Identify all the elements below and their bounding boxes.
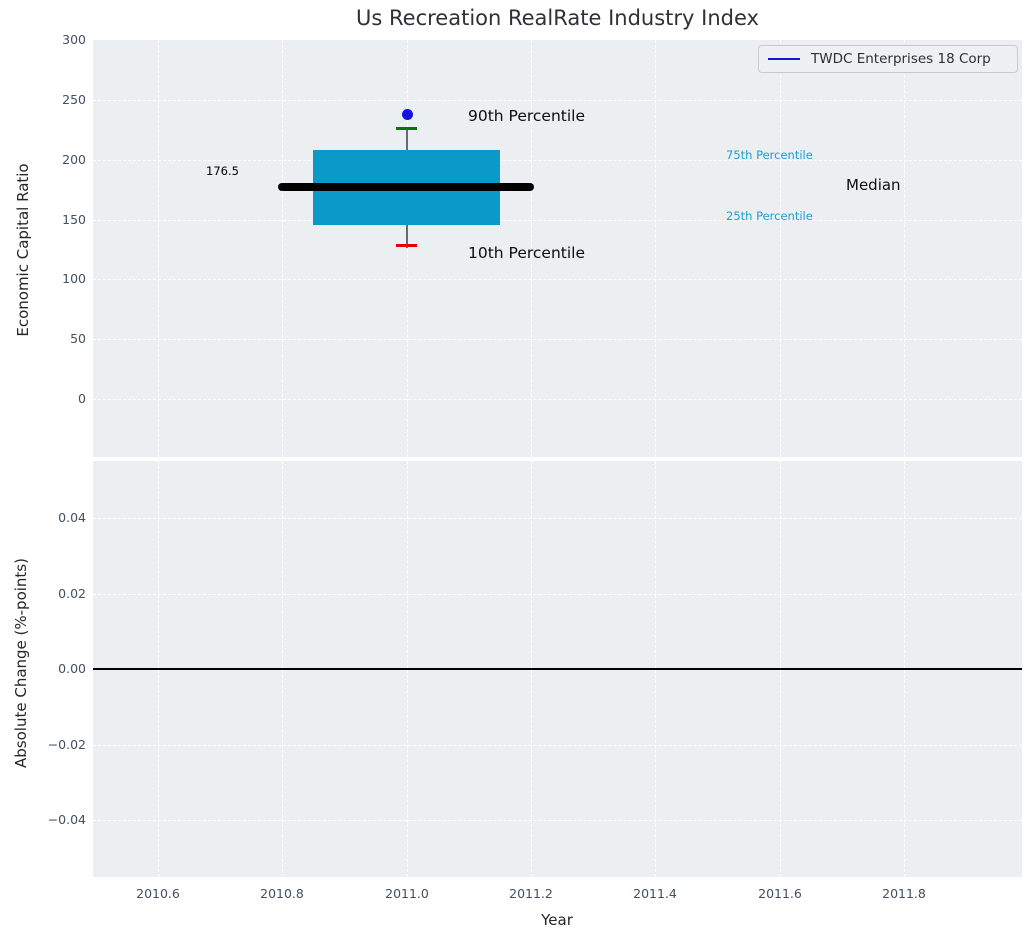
gridline-vertical	[655, 40, 656, 457]
ytick-top: 200	[62, 152, 86, 167]
ytick-top: 100	[62, 271, 86, 286]
zero-reference-line	[93, 668, 1022, 670]
gridline-horizontal	[93, 399, 1022, 400]
xtick: 2011.4	[633, 886, 677, 901]
p90-annotation: 90th Percentile	[468, 107, 586, 125]
legend: TWDC Enterprises 18 Corp	[758, 45, 1018, 73]
xtick: 2011.6	[758, 886, 802, 901]
xtick: 2010.6	[136, 886, 180, 901]
p10-annotation: 10th Percentile	[468, 244, 586, 262]
xtick: 2011.8	[882, 886, 926, 901]
gridline-horizontal	[93, 220, 1022, 221]
xtick: 2010.8	[260, 886, 304, 901]
ytick-bottom: −0.02	[47, 737, 86, 752]
ytick-top: 0	[78, 391, 86, 406]
gridline-horizontal	[93, 820, 1022, 821]
ytick-top: 50	[70, 331, 86, 346]
top-y-axis-label: Economic Capital Ratio	[14, 163, 32, 337]
median-label-annotation: Median	[846, 176, 901, 194]
bottom-y-axis-label: Absolute Change (%-points)	[12, 558, 30, 768]
chart-title: Us Recreation RealRate Industry Index	[356, 6, 759, 30]
gridline-vertical	[282, 40, 283, 457]
median-line	[278, 183, 534, 191]
gridline-vertical	[158, 40, 159, 457]
ytick-bottom: 0.04	[58, 510, 86, 525]
x-axis-label: Year	[541, 911, 573, 929]
gridline-horizontal	[93, 594, 1022, 595]
ytick-bottom: 0.02	[58, 586, 86, 601]
xtick: 2011.0	[385, 886, 429, 901]
ytick-top: 150	[62, 212, 86, 227]
gridline-horizontal	[93, 100, 1022, 101]
gridline-vertical	[904, 40, 905, 457]
median-value-annotation: 176.5	[206, 164, 239, 178]
gridline-vertical	[531, 40, 532, 457]
gridline-horizontal	[93, 160, 1022, 161]
legend-line-sample	[768, 58, 800, 60]
gridline-horizontal	[93, 745, 1022, 746]
gridline-vertical	[407, 40, 408, 457]
gridline-horizontal	[93, 339, 1022, 340]
p10-cap	[396, 244, 417, 247]
gridline-horizontal	[93, 518, 1022, 519]
gridline-vertical	[780, 40, 781, 457]
gridline-horizontal	[93, 279, 1022, 280]
p75-annotation: 75th Percentile	[726, 148, 813, 162]
xtick: 2011.2	[509, 886, 553, 901]
legend-label: TWDC Enterprises 18 Corp	[811, 51, 991, 67]
top-panel: TWDC Enterprises 18 Corp 176.5 90th Perc…	[93, 40, 1022, 457]
ytick-bottom: 0.00	[58, 661, 86, 676]
ytick-bottom: −0.04	[47, 812, 86, 827]
ytick-top: 300	[62, 32, 86, 47]
ytick-top: 250	[62, 92, 86, 107]
p90-cap	[396, 127, 417, 130]
company-data-point	[402, 109, 413, 120]
bottom-panel	[93, 461, 1022, 877]
p25-annotation: 25th Percentile	[726, 209, 813, 223]
